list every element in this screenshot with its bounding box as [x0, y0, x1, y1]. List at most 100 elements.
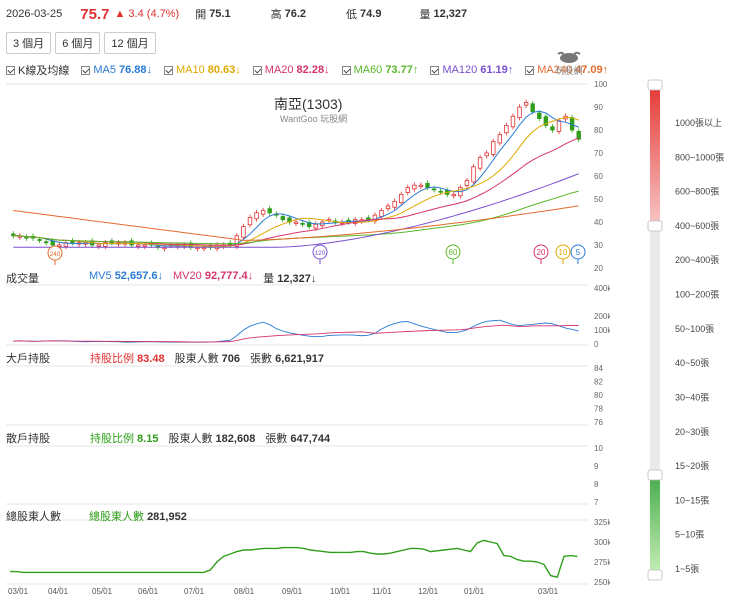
ma-marker — [570, 244, 586, 260]
candle-body — [504, 125, 509, 134]
x-axis-label: 08/01 — [234, 587, 255, 596]
big-holder-title: 大戶持股 — [6, 353, 50, 365]
quote-date: 2026-03-25 — [6, 8, 63, 20]
candle-body — [96, 244, 101, 247]
candle-body — [530, 103, 535, 113]
legend-bracket-label: 40~50張 — [675, 358, 709, 368]
kline-legend[interactable]: K線及均線 — [6, 62, 69, 78]
candle-body — [398, 194, 404, 204]
candle-body — [385, 205, 391, 210]
legend-bracket-label: 800~1000張 — [675, 152, 724, 162]
big-lots: 張數 6,621,917 — [250, 350, 324, 366]
price-tick-label: 50 — [594, 195, 603, 204]
candle-body — [260, 210, 266, 215]
ma60-legend[interactable]: MA60 73.77↑ — [341, 64, 418, 76]
candle-body — [431, 188, 437, 191]
candle-body — [471, 166, 476, 183]
candle-body — [464, 180, 470, 187]
x-axis-label: 03/01 — [8, 587, 29, 596]
candle-body — [543, 116, 549, 126]
legend-bracket-label: 600~800張 — [675, 187, 719, 197]
holding-bracket-legend: 1000張以上 800~1000張 600~800張 400~600張 200~400張… — [647, 79, 724, 581]
ma10-legend[interactable]: MA10 80.63↓ — [164, 64, 241, 76]
legend-bracket-label: 100~200張 — [675, 290, 719, 300]
quote-header: 2026-03-25 75.7 ▲ 3.4 (4.7%) 開 75.1 高 76… — [6, 6, 468, 23]
ma10-line — [13, 116, 579, 247]
volume-tick-label: 100k — [594, 326, 610, 335]
legend-red-range — [650, 85, 660, 226]
volume-value: 12,327 — [433, 8, 468, 20]
candle-body — [523, 101, 529, 106]
big-ratio: 持股比例 83.48 — [90, 350, 165, 366]
big-ratio-tick-label: 84 — [594, 364, 603, 373]
ma-marker — [445, 244, 461, 260]
ma120-legend[interactable]: MA120 61.19↑ — [430, 64, 513, 76]
vol-legend: 量 12,327↓ — [263, 270, 316, 286]
period-3m-button[interactable]: 3 個月 — [6, 32, 52, 54]
candle-body — [254, 212, 259, 220]
bull-icon — [557, 51, 581, 63]
checkbox-icon — [525, 65, 535, 75]
candle-body — [537, 112, 542, 119]
ma-marker-label: 10 — [559, 248, 568, 257]
retail-ratio: 持股比例 8.15 — [90, 430, 158, 446]
period-6m-button[interactable]: 6 個月 — [55, 32, 101, 54]
candle-body — [412, 184, 417, 190]
retail-ratio-tick-label: 10 — [594, 444, 603, 453]
x-axis-label: 01/01 — [464, 587, 485, 596]
candle-body — [57, 244, 62, 247]
retail-panel-label: 散戶持股 持股比例 8.15 股東人數 182,608 張數 647,744 — [6, 430, 330, 446]
retail-ratio-name: 持股比例 — [90, 433, 134, 445]
kline-label: K線及均線 — [18, 65, 70, 77]
low-value: 74.9 — [360, 8, 382, 20]
ma10-value: 80.63↓ — [207, 64, 241, 76]
mv20-line — [13, 324, 579, 343]
ma60-name: MA60 — [353, 64, 383, 76]
period-12m-button[interactable]: 12 個月 — [104, 32, 156, 54]
volume-tick-label: 200k — [594, 312, 610, 321]
mv5-value: 52,657.6↓ — [114, 270, 164, 282]
ma-marker-label: 60 — [449, 248, 458, 257]
ma-marker-label: 5 — [576, 248, 581, 257]
retail-holders-value: 182,608 — [215, 433, 256, 445]
checkbox-icon — [252, 65, 262, 75]
candle-body — [418, 184, 424, 187]
candle-body — [313, 223, 318, 229]
ma5-legend[interactable]: MA5 76.88↓ — [81, 64, 152, 76]
big-holders-value: 706 — [221, 353, 241, 365]
retail-holders: 股東人數 182,608 — [168, 430, 255, 446]
legend-slider-handle — [647, 569, 663, 581]
candle-body — [451, 194, 456, 197]
legend-bracket-label: 400~600張 — [675, 221, 719, 231]
candle-body — [366, 217, 371, 221]
candle-body — [425, 182, 430, 188]
ma240-name: MA240 — [537, 64, 573, 76]
candle-body — [247, 216, 253, 226]
candle-body — [24, 236, 29, 239]
ma240-line — [13, 205, 579, 241]
legend-bracket-label: 5~10張 — [675, 530, 704, 540]
big-lots-value: 6,621,917 — [275, 353, 325, 365]
low-label: 低 — [346, 9, 358, 21]
candle-body — [37, 239, 42, 241]
big-holder-panel-label: 大戶持股 持股比例 83.48 股東人數 706 張數 6,621,917 — [6, 350, 324, 366]
candle-body — [142, 244, 147, 247]
legend-slider-handle — [647, 79, 663, 91]
retail-title: 散戶持股 — [6, 433, 50, 445]
ma120-name: MA120 — [442, 64, 478, 76]
big-lots-name: 張數 — [250, 353, 273, 365]
legend-slider-handle — [647, 469, 663, 481]
legend-bracket-label: 200~400張 — [675, 255, 719, 265]
ma240-legend[interactable]: MA240 47.09↑ — [525, 64, 608, 76]
candle-body — [510, 115, 516, 128]
candle-body — [300, 222, 305, 225]
candle-body — [517, 106, 522, 118]
x-axis-label: 03/01 — [538, 587, 559, 596]
ma20-legend[interactable]: MA20 82.28↓ — [252, 64, 330, 76]
price-tick-label: 20 — [594, 264, 603, 273]
big-ratio-tick-label: 80 — [594, 391, 603, 400]
candle-body — [43, 241, 49, 244]
candle-body — [241, 226, 246, 238]
legend-bracket-label: 1000張以上 — [675, 118, 722, 128]
x-axis-label: 05/01 — [92, 587, 113, 596]
